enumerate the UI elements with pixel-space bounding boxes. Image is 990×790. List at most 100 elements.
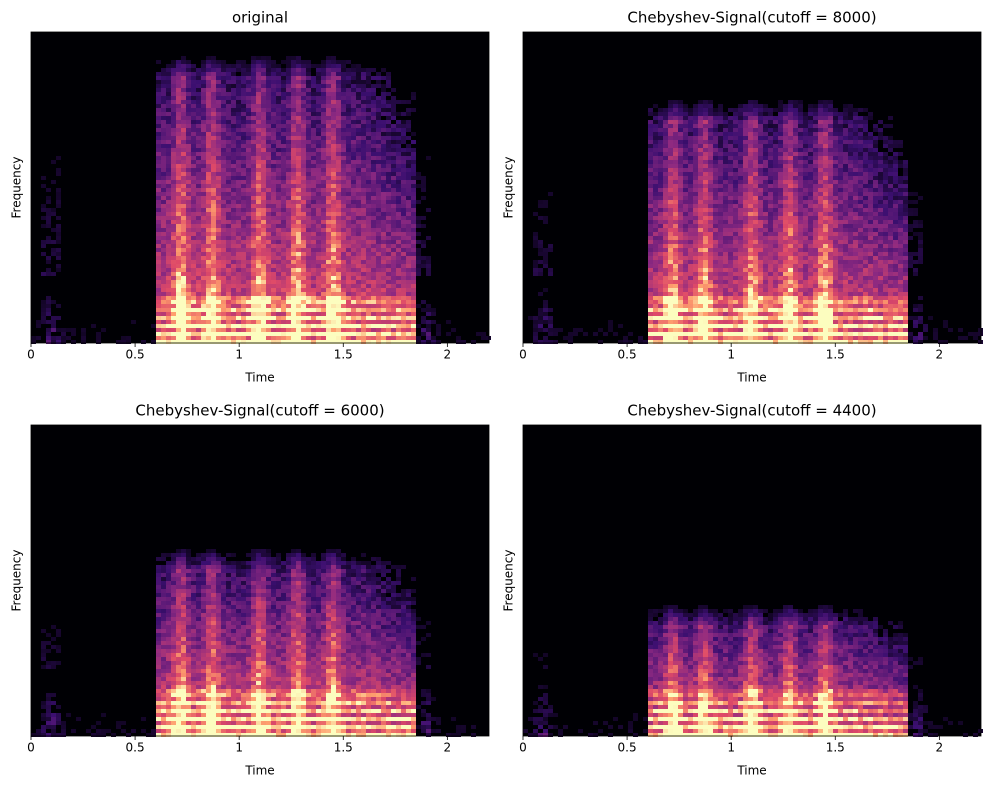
spectrogram-cell bbox=[61, 332, 66, 336]
spectrogram-cell bbox=[361, 216, 366, 220]
spectrogram-cell bbox=[678, 132, 683, 136]
spectrogram-cell bbox=[391, 256, 396, 260]
spectrogram-cell bbox=[361, 312, 366, 316]
spectrogram-cell bbox=[331, 268, 336, 272]
spectrogram-cell bbox=[216, 88, 221, 92]
spectrogram-cell bbox=[421, 316, 426, 320]
spectrogram-cell bbox=[241, 188, 246, 192]
spectrogram-cell bbox=[703, 144, 708, 148]
spectrogram-cell bbox=[728, 340, 733, 344]
spectrogram-cell bbox=[733, 184, 738, 188]
spectrogram-cell bbox=[648, 120, 653, 124]
spectrogram-cell bbox=[653, 332, 658, 336]
spectrogram-cell bbox=[191, 260, 196, 264]
spectrogram-cell bbox=[221, 140, 226, 144]
spectrogram-cell bbox=[216, 296, 221, 300]
spectrogram-cell bbox=[366, 248, 371, 252]
spectrogram-cell bbox=[241, 244, 246, 248]
spectrogram-cell bbox=[166, 164, 171, 168]
spectrogram-cell bbox=[271, 124, 276, 128]
spectrogram-cell bbox=[206, 308, 211, 312]
spectrogram-cell bbox=[356, 204, 361, 208]
spectrogram-cell bbox=[301, 312, 306, 316]
spectrogram-cell bbox=[713, 184, 718, 188]
spectrogram-cell bbox=[538, 328, 543, 332]
spectrogram-cell bbox=[266, 156, 271, 160]
spectrogram-cell bbox=[336, 172, 341, 176]
spectrogram-cell bbox=[321, 264, 326, 268]
spectrogram-cell bbox=[723, 256, 728, 260]
spectrogram-cell bbox=[51, 160, 56, 164]
spectrogram-cell bbox=[276, 252, 281, 256]
spectrogram-cell bbox=[161, 144, 166, 148]
spectrogram-cell bbox=[718, 316, 723, 320]
spectrogram-cell bbox=[371, 172, 376, 176]
spectrogram-cell bbox=[311, 144, 316, 148]
spectrogram-cell bbox=[346, 252, 351, 256]
spectrogram-cell bbox=[683, 304, 688, 308]
spectrogram-cell bbox=[311, 280, 316, 284]
spectrogram-cell bbox=[336, 96, 341, 100]
spectrogram-cell bbox=[411, 256, 416, 260]
spectrogram-cell bbox=[201, 72, 206, 76]
spectrogram-cell bbox=[206, 220, 211, 224]
spectrogram-cell bbox=[356, 268, 361, 272]
spectrogram-cell bbox=[341, 216, 346, 220]
spectrogram-cell bbox=[166, 212, 171, 216]
spectrogram-cell bbox=[171, 132, 176, 136]
spectrogram-cell bbox=[216, 240, 221, 244]
spectrogram-cell bbox=[191, 196, 196, 200]
spectrogram-cell bbox=[683, 236, 688, 240]
spectrogram-cell bbox=[221, 240, 226, 244]
spectrogram-cell bbox=[241, 80, 246, 84]
spectrogram-cell bbox=[206, 100, 211, 104]
spectrogram-cell bbox=[391, 316, 396, 320]
spectrogram-cell bbox=[391, 272, 396, 276]
spectrogram-cell bbox=[216, 268, 221, 272]
spectrogram-cell bbox=[271, 60, 276, 64]
spectrogram-cell bbox=[51, 212, 56, 216]
spectrogram-cell bbox=[346, 120, 351, 124]
spectrogram-cell bbox=[356, 264, 361, 268]
spectrogram-cell bbox=[291, 60, 296, 64]
spectrogram-cell bbox=[688, 316, 693, 320]
spectrogram-cell bbox=[658, 296, 663, 300]
spectrogram-cell bbox=[361, 72, 366, 76]
spectrogram-cell bbox=[216, 148, 221, 152]
spectrogram-cell bbox=[391, 328, 396, 332]
spectrogram-cell bbox=[703, 148, 708, 152]
spectrogram-cell bbox=[291, 260, 296, 264]
spectrogram-cell bbox=[663, 296, 668, 300]
spectrogram-cell bbox=[396, 312, 401, 316]
spectrogram-cell bbox=[663, 132, 668, 136]
spectrogram-cell bbox=[668, 220, 673, 224]
spectrogram-cell bbox=[181, 148, 186, 152]
spectrogram-cell bbox=[196, 104, 201, 108]
spectrogram-cell bbox=[396, 156, 401, 160]
spectrogram-cell bbox=[191, 68, 196, 72]
spectrogram-cell bbox=[401, 208, 406, 212]
spectrogram-cell bbox=[296, 328, 301, 332]
spectrogram-cell bbox=[236, 252, 241, 256]
spectrogram-cell bbox=[246, 72, 251, 76]
spectrogram-cell bbox=[683, 196, 688, 200]
spectrogram-cell bbox=[421, 340, 426, 344]
spectrogram-cell bbox=[176, 320, 181, 324]
spectrogram-cell bbox=[341, 136, 346, 140]
spectrogram-cell bbox=[196, 88, 201, 92]
spectrogram-cell bbox=[386, 168, 391, 172]
spectrogram-cell bbox=[386, 200, 391, 204]
spectrogram-cell bbox=[738, 196, 743, 200]
spectrogram-cell bbox=[356, 64, 361, 68]
spectrogram-cell bbox=[668, 292, 673, 296]
spectrogram-cell bbox=[713, 128, 718, 132]
spectrogram-cell bbox=[683, 172, 688, 176]
spectrogram-cell bbox=[538, 312, 543, 316]
spectrogram-cell bbox=[396, 276, 401, 280]
spectrogram-cell bbox=[733, 116, 738, 120]
spectrogram-cell bbox=[191, 340, 196, 344]
spectrogram-cell bbox=[693, 212, 698, 216]
spectrogram-cell bbox=[211, 60, 216, 64]
spectrogram-cell bbox=[411, 132, 416, 136]
spectrogram-cell bbox=[683, 336, 688, 340]
